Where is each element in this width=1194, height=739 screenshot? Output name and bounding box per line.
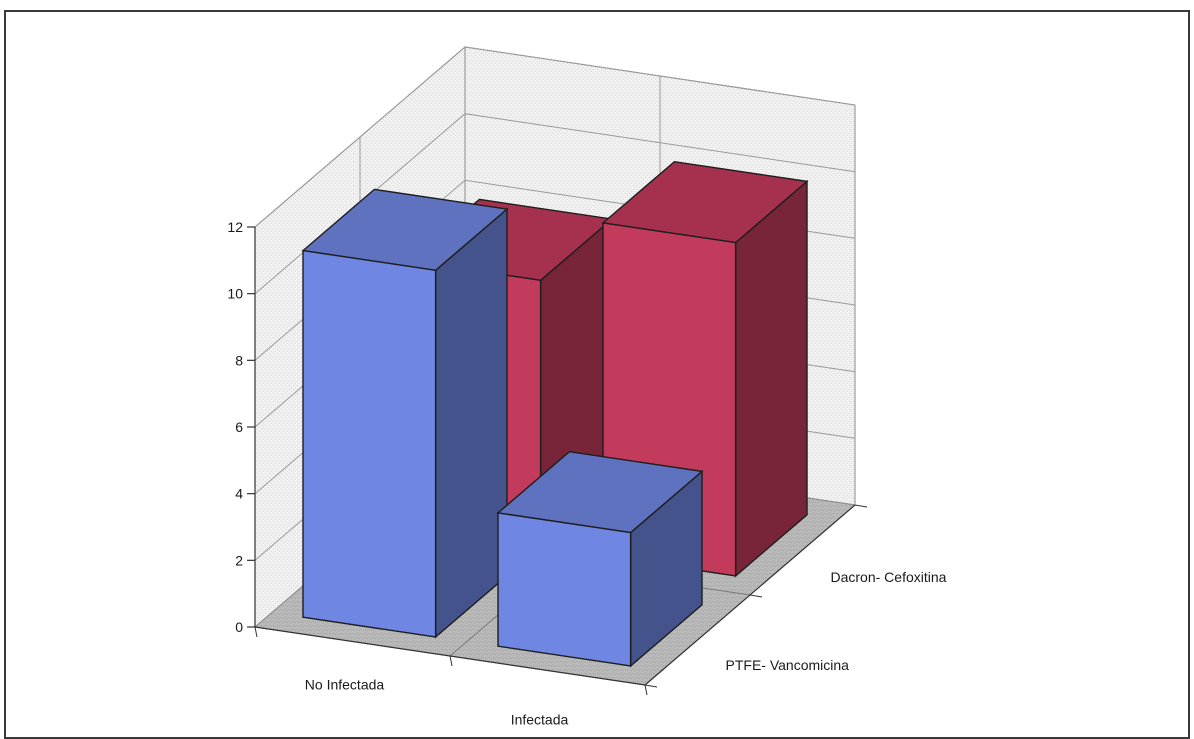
bar	[496, 450, 704, 668]
depth-tick	[749, 594, 763, 598]
y-tick-label: 0	[235, 619, 243, 635]
x-tick	[254, 626, 258, 638]
axes	[247, 226, 868, 696]
bar	[301, 188, 509, 639]
y-tick-label: 4	[235, 486, 243, 502]
bar-front	[497, 512, 632, 667]
y-tick-label: 8	[235, 352, 243, 368]
category-label: Infectada	[511, 712, 569, 728]
y-tick-label: 10	[227, 286, 243, 302]
bars	[301, 160, 809, 668]
labels: 0 2 4 6 8 10 12 No Infectada Infectada PTFE- Vanc…	[227, 219, 946, 728]
category-label: No Infectada	[305, 677, 385, 693]
bar	[601, 160, 809, 578]
x-tick	[644, 684, 648, 696]
gridline	[254, 46, 856, 228]
depth-tick	[854, 504, 868, 508]
series-label: PTFE- Vancomicina	[726, 657, 850, 673]
y-tick-label: 6	[235, 419, 243, 435]
y-tick-label: 12	[227, 219, 243, 235]
bar-front	[302, 249, 437, 638]
bar-side	[434, 207, 508, 639]
depth-tick	[644, 684, 658, 688]
series-label: Dacron- Cefoxitina	[831, 569, 947, 585]
y-tick-label: 2	[235, 552, 243, 568]
x-tick	[449, 655, 453, 667]
bar-side	[734, 179, 808, 578]
